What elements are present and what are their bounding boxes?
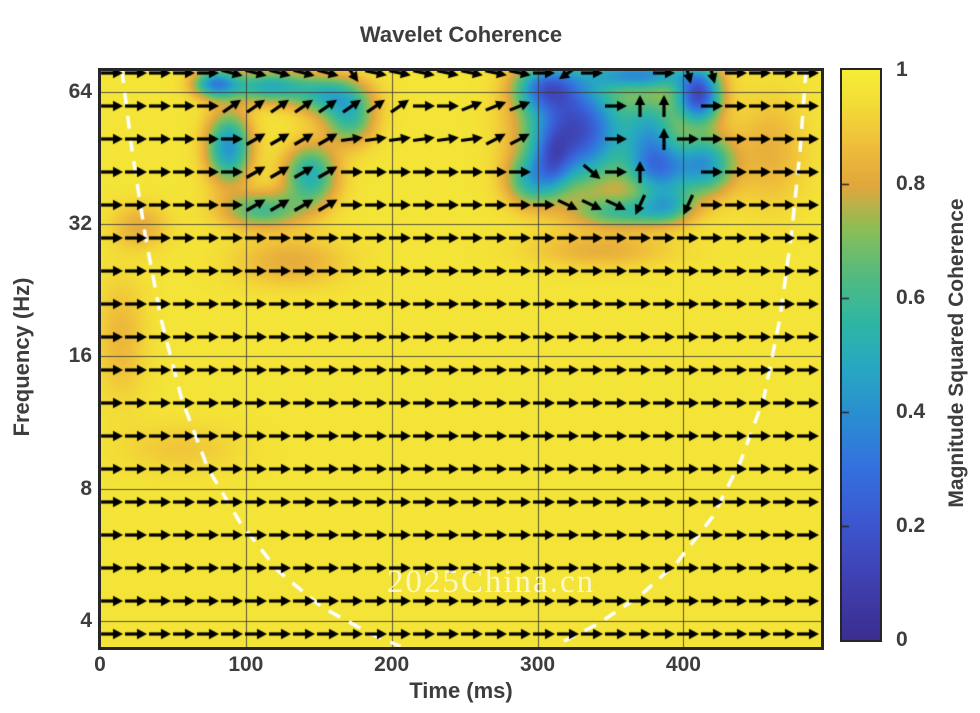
y-tick-label: 16 — [68, 344, 92, 368]
colorbar-tick-label: 0.6 — [896, 286, 926, 309]
y-axis-label: Frequency (Hz) — [9, 277, 34, 437]
y-tick-label: 4 — [80, 608, 92, 632]
colorbar-label: Magnitude Squared Coherence — [945, 198, 968, 508]
colorbar-tick-label: 0 — [896, 628, 908, 651]
colorbar-tick-label: 1 — [896, 58, 908, 81]
x-tick-label: 0 — [94, 653, 106, 676]
colorbar-tick-label: 0.2 — [896, 514, 926, 537]
x-tick-label: 200 — [374, 653, 410, 676]
y-tick-label: 64 — [68, 80, 92, 103]
x-tick-label: 400 — [665, 653, 701, 676]
colorbar-gradient — [842, 70, 880, 640]
x-tick-label: 100 — [228, 653, 264, 676]
x-tick-label: 300 — [520, 653, 556, 676]
colorbar-tick-label: 0.8 — [896, 172, 926, 195]
chart-title: Wavelet Coherence — [359, 22, 563, 47]
y-tick-label: 8 — [80, 476, 92, 500]
x-axis-label: Time (ms) — [409, 678, 513, 703]
y-tick-label: 32 — [68, 212, 92, 236]
colorbar-tick-label: 0.4 — [896, 400, 926, 423]
heatmap-canvas — [100, 70, 822, 648]
